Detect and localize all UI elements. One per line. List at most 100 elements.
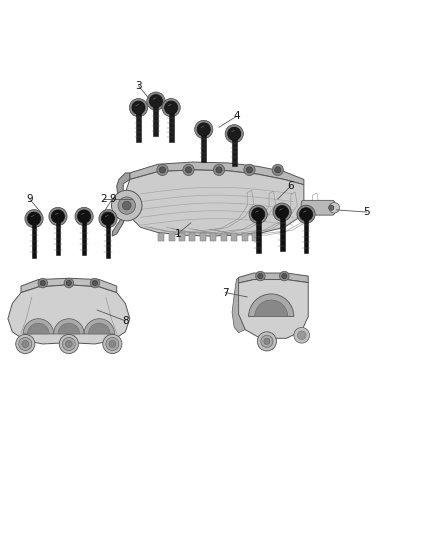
Circle shape [244, 164, 255, 175]
Circle shape [272, 164, 283, 175]
Circle shape [109, 341, 116, 348]
Bar [56, 219, 60, 255]
Bar [32, 221, 36, 257]
Text: 1: 1 [174, 229, 181, 239]
Circle shape [16, 334, 35, 353]
Bar [252, 233, 258, 241]
Polygon shape [21, 278, 117, 293]
Circle shape [78, 210, 91, 223]
Circle shape [282, 273, 287, 279]
Circle shape [300, 208, 313, 221]
Bar [200, 233, 206, 241]
Polygon shape [125, 170, 304, 236]
Polygon shape [8, 285, 130, 344]
Bar [179, 233, 185, 241]
Circle shape [112, 190, 142, 221]
Circle shape [197, 123, 210, 136]
Circle shape [216, 167, 222, 173]
Circle shape [129, 99, 148, 117]
Circle shape [25, 209, 43, 228]
Bar [256, 216, 261, 253]
Polygon shape [130, 162, 304, 184]
Circle shape [38, 278, 47, 288]
Circle shape [185, 167, 191, 173]
Circle shape [51, 210, 64, 223]
Circle shape [149, 94, 162, 108]
Circle shape [65, 341, 72, 348]
Circle shape [257, 332, 276, 351]
Circle shape [147, 92, 165, 110]
Wedge shape [53, 319, 84, 334]
Polygon shape [113, 173, 130, 236]
Bar [304, 216, 308, 253]
Bar [210, 233, 216, 241]
Text: 6: 6 [287, 181, 294, 191]
Circle shape [92, 280, 98, 286]
Polygon shape [232, 277, 245, 333]
Circle shape [249, 205, 267, 223]
Circle shape [297, 331, 306, 340]
Wedge shape [84, 319, 115, 334]
Circle shape [294, 327, 310, 343]
Wedge shape [254, 300, 288, 317]
Text: 3: 3 [135, 81, 142, 91]
Text: 9: 9 [109, 194, 116, 204]
Circle shape [28, 212, 41, 225]
Circle shape [279, 271, 289, 281]
Circle shape [64, 278, 74, 288]
Text: 8: 8 [122, 316, 129, 326]
Circle shape [261, 335, 273, 348]
Polygon shape [239, 273, 308, 283]
Circle shape [162, 99, 180, 117]
Bar [242, 233, 248, 241]
Circle shape [103, 334, 122, 353]
Circle shape [213, 164, 225, 175]
Circle shape [194, 120, 213, 139]
Text: 5: 5 [364, 207, 370, 217]
Circle shape [297, 205, 315, 223]
Text: 9: 9 [26, 194, 33, 204]
Text: 2: 2 [100, 194, 107, 204]
Circle shape [40, 280, 46, 286]
Text: 7: 7 [222, 288, 229, 297]
Circle shape [22, 341, 29, 348]
Circle shape [228, 127, 241, 140]
Circle shape [273, 203, 291, 221]
Bar [169, 110, 173, 142]
Circle shape [75, 207, 93, 225]
Bar [231, 233, 237, 241]
Bar [106, 221, 110, 257]
Circle shape [157, 164, 168, 175]
Bar [82, 219, 86, 255]
Wedge shape [249, 294, 294, 317]
Bar [189, 233, 195, 241]
Circle shape [19, 337, 32, 351]
Bar [201, 131, 206, 162]
Bar [153, 103, 158, 136]
FancyBboxPatch shape [301, 200, 335, 215]
Circle shape [122, 201, 131, 210]
Bar [169, 233, 175, 241]
Circle shape [106, 337, 119, 351]
Circle shape [132, 101, 145, 114]
Circle shape [62, 337, 75, 351]
Bar [280, 214, 285, 251]
Circle shape [102, 212, 115, 225]
Circle shape [159, 167, 166, 173]
Circle shape [99, 209, 117, 228]
Circle shape [329, 203, 339, 213]
Circle shape [328, 205, 334, 211]
Circle shape [255, 271, 265, 281]
Circle shape [59, 334, 78, 353]
Circle shape [90, 278, 100, 288]
Wedge shape [58, 323, 80, 334]
Circle shape [264, 338, 270, 344]
Text: 4: 4 [233, 111, 240, 122]
Circle shape [225, 125, 244, 143]
Polygon shape [239, 279, 308, 338]
Circle shape [247, 167, 253, 173]
Bar [136, 110, 141, 142]
Circle shape [252, 208, 265, 221]
Circle shape [258, 273, 263, 279]
Wedge shape [28, 323, 49, 334]
